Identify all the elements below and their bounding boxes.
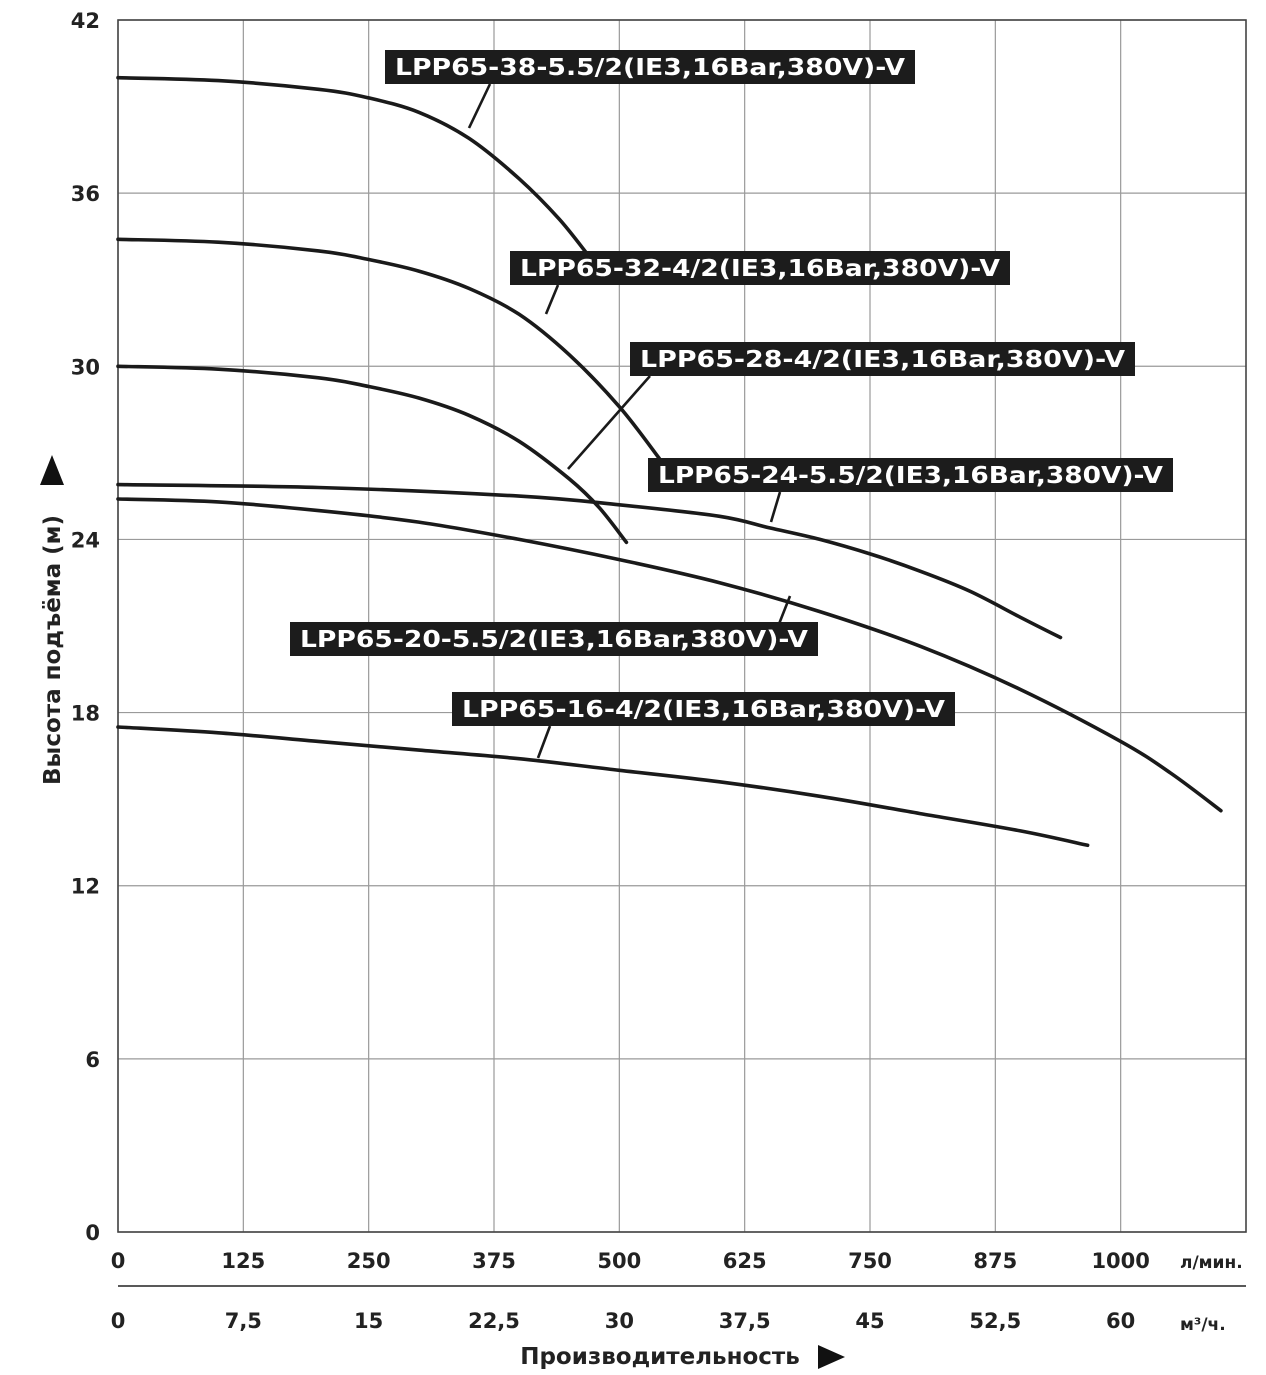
series-label-1: LPP65-38-5.5/2(IE3,16Bar,380V)-V	[385, 50, 915, 129]
series-name: LPP65-24-5.5/2(IE3,16Bar,380V)-V	[658, 463, 1163, 489]
x-tick-label-m3h: 30	[605, 1309, 634, 1333]
series-label-2: LPP65-32-4/2(IE3,16Bar,380V)-V	[510, 251, 1010, 315]
series-name: LPP65-16-4/2(IE3,16Bar,380V)-V	[462, 697, 945, 723]
leader-line	[777, 595, 792, 625]
x-tick-label-lpm: 375	[472, 1249, 516, 1273]
x-axis-arrow-icon	[818, 1345, 845, 1369]
x-tick-label-lpm: 625	[723, 1249, 767, 1273]
series-label-4: LPP65-24-5.5/2(IE3,16Bar,380V)-V	[648, 458, 1173, 523]
x-tick-label-m3h: 37,5	[719, 1309, 771, 1333]
x-tick-label-lpm: 750	[848, 1249, 892, 1273]
y-tick-label: 0	[85, 1221, 100, 1245]
x-tick-labels-lpm: 0 125 250 375 500 625 750 875 1000	[111, 1249, 1150, 1273]
label-box	[648, 458, 1173, 492]
x-tick-label-m3h: 22,5	[468, 1309, 520, 1333]
y-tick-label: 30	[71, 355, 100, 379]
x-tick-label-m3h: 15	[354, 1309, 383, 1333]
series-label-5: LPP65-20-5.5/2(IE3,16Bar,380V)-V	[290, 595, 818, 656]
leader-line	[467, 83, 492, 129]
leader-line	[544, 284, 560, 315]
x-tick-label-m3h: 45	[855, 1309, 884, 1333]
x-tick-label-m3h: 52,5	[969, 1309, 1021, 1333]
label-box	[630, 342, 1135, 376]
x-tick-label-lpm: 1000	[1091, 1249, 1149, 1273]
x-tick-label-lpm: 125	[221, 1249, 265, 1273]
x-tick-label-m3h: 60	[1106, 1309, 1135, 1333]
labels-layer: LPP65-38-5.5/2(IE3,16Bar,380V)-V LPP65-32…	[290, 50, 1173, 759]
x-tick-label-lpm: 250	[347, 1249, 391, 1273]
series-curve-2	[116, 237, 662, 461]
x-tick-label-m3h: 7,5	[225, 1309, 262, 1333]
series-curve-6	[116, 725, 1090, 848]
x-tick-label-m3h: 0	[111, 1309, 126, 1333]
series-curve-5	[116, 497, 1223, 813]
plot-frame	[117, 19, 1247, 1233]
x-unit-lpm: л/мин.	[1180, 1253, 1243, 1273]
leader-line	[769, 491, 782, 523]
y-tick-labels: 0 6 12 18 24 30 36 42	[71, 9, 100, 1245]
series-name: LPP65-38-5.5/2(IE3,16Bar,380V)-V	[395, 55, 905, 81]
y-axis-arrow-icon	[40, 455, 64, 485]
x-tick-label-lpm: 0	[111, 1249, 126, 1273]
y-tick-label: 12	[71, 875, 100, 899]
x-tick-label-lpm: 500	[597, 1249, 641, 1273]
x-axis-title: Производительность	[520, 1344, 800, 1370]
y-tick-label: 6	[85, 1048, 100, 1072]
series-label-6: LPP65-16-4/2(IE3,16Bar,380V)-V	[452, 692, 955, 759]
label-box	[510, 251, 1010, 285]
series-curve-3	[116, 364, 629, 545]
series-name: LPP65-20-5.5/2(IE3,16Bar,380V)-V	[300, 627, 808, 653]
y-tick-label: 24	[71, 528, 100, 552]
series-curve-4	[116, 482, 1063, 640]
label-box	[290, 622, 818, 656]
label-box	[385, 50, 915, 84]
y-tick-label: 42	[71, 9, 100, 33]
x-tick-label-lpm: 875	[973, 1249, 1017, 1273]
x-tick-labels-m3h: 0 7,5 15 22,5 30 37,5 45 52,5 60	[111, 1309, 1136, 1333]
curves-layer	[116, 75, 1223, 848]
series-name: LPP65-28-4/2(IE3,16Bar,380V)-V	[640, 347, 1125, 373]
x-unit-m3h: м³/ч.	[1180, 1315, 1226, 1335]
label-box	[452, 692, 955, 726]
y-tick-label: 18	[71, 702, 100, 726]
y-axis-title: Высота подъёма (м)	[40, 515, 66, 785]
series-curve-1	[116, 75, 592, 259]
y-tick-label: 36	[71, 182, 100, 206]
series-name: LPP65-32-4/2(IE3,16Bar,380V)-V	[520, 256, 1000, 282]
leader-line	[567, 375, 651, 470]
series-label-3: LPP65-28-4/2(IE3,16Bar,380V)-V	[567, 342, 1135, 470]
leader-line	[536, 725, 552, 759]
